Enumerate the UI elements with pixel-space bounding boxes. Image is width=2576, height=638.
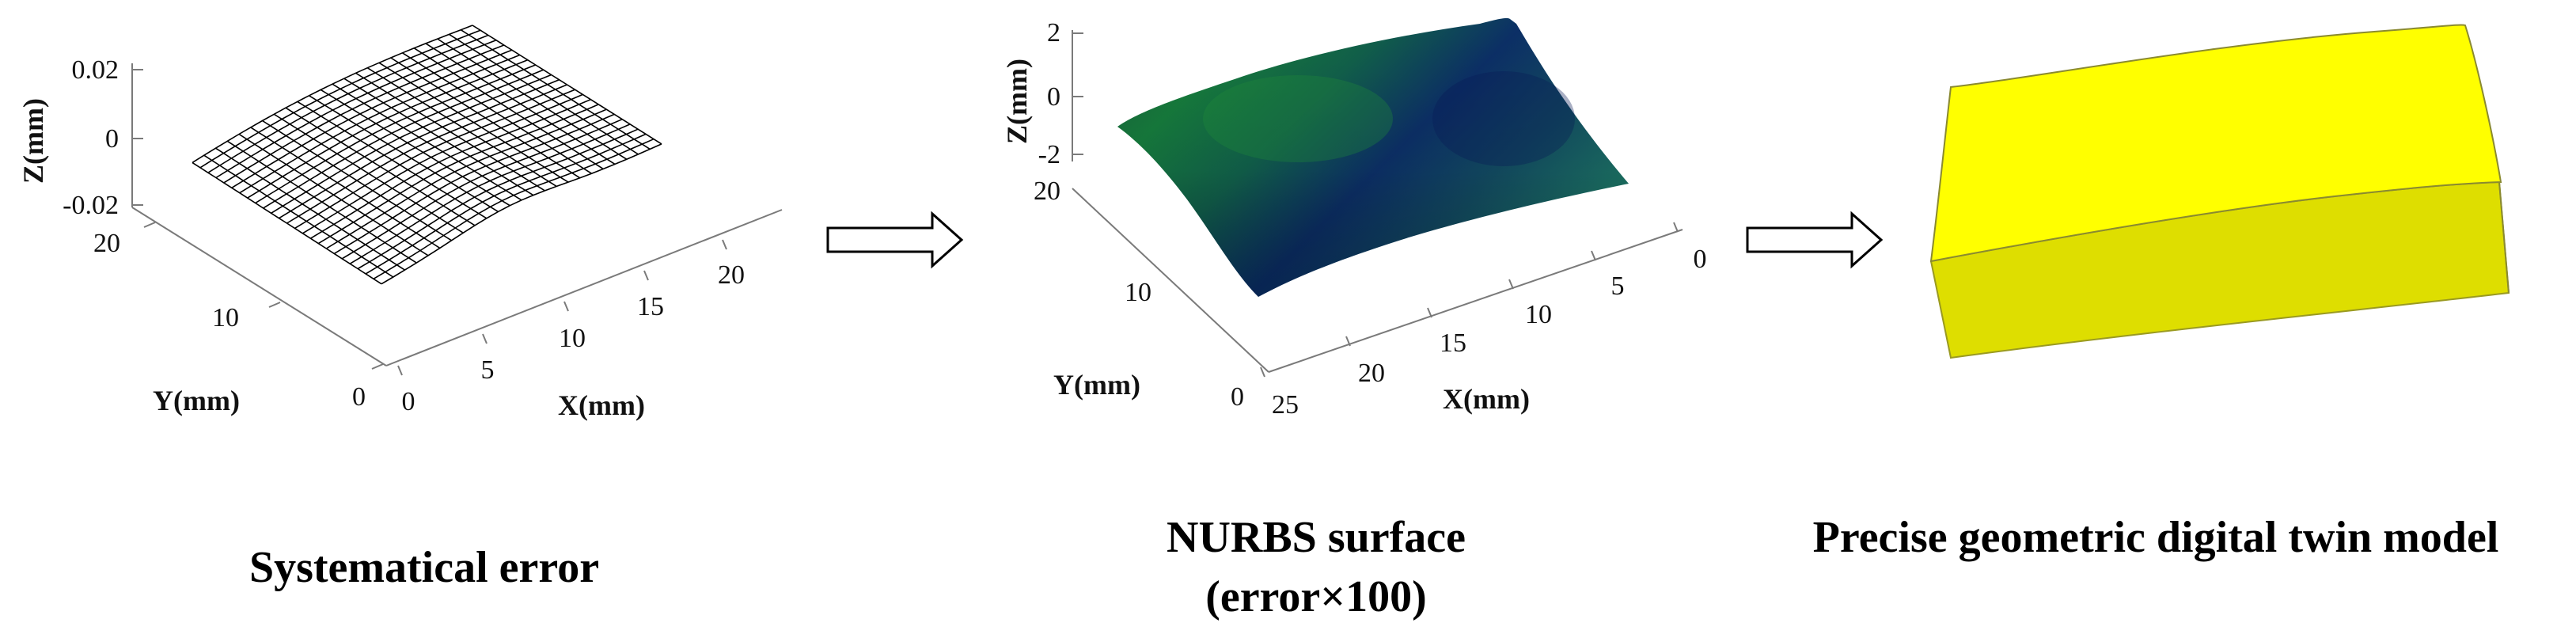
arrow-right-icon	[826, 211, 964, 269]
panel1-ytick-1: 10	[212, 303, 239, 332]
panel2-caption-line2: (error×100)	[1205, 572, 1427, 621]
panel-nurbs-surface: 2 0 -2 20 10 0 25 20 15 10 5 0 Z(mm) Y(m…	[1001, 17, 1707, 621]
panel2-x-axis-label: X(mm)	[1443, 383, 1530, 415]
panel1-y-axis-label: Y(mm)	[153, 385, 240, 416]
mesh-line-v	[192, 161, 382, 285]
digital-twin-solid	[1929, 24, 2510, 359]
mesh-line-v	[378, 62, 569, 183]
panel2-xtick-4: 5	[1611, 272, 1625, 301]
panel2-xtick-0: 25	[1272, 390, 1299, 420]
mesh-line-v	[449, 33, 639, 155]
panel1-ytick-0: 20	[93, 229, 120, 258]
panel1-z-axis-label: Z(mm)	[17, 98, 49, 184]
panel1-xtick-1: 5	[481, 355, 495, 385]
mesh-line-u	[215, 39, 497, 179]
panel2-z-axis-label: Z(mm)	[1001, 59, 1033, 144]
mesh-line-v	[437, 38, 628, 160]
panel-digital-twin-model: Precise geometric digital twin model	[1813, 24, 2510, 562]
panel2-ztick-2: -2	[1038, 140, 1060, 169]
panel1-ztick-2: -0.02	[63, 191, 119, 220]
panel1-caption: Systematical error	[249, 543, 599, 592]
panel2-y-axis-label: Y(mm)	[1053, 369, 1140, 401]
mesh-line-u	[349, 123, 631, 264]
panel2-ztick-1: 0	[1047, 82, 1060, 112]
mesh-line-v	[390, 57, 581, 179]
panel1-x-axis-label: X(mm)	[558, 389, 645, 421]
panel2-xtick-5: 0	[1694, 245, 1707, 274]
panel1-axes	[131, 63, 783, 376]
mesh-line-u	[357, 128, 639, 270]
systematical-error-mesh	[192, 25, 662, 285]
panel1-xtick-3: 15	[637, 292, 664, 321]
panel2-xtick-1: 20	[1358, 359, 1385, 388]
panel2-xtick-2: 15	[1440, 328, 1466, 358]
mesh-line-v	[460, 29, 651, 150]
mesh-line-u	[365, 133, 647, 275]
mesh-line-v	[472, 25, 662, 145]
mesh-line-v	[413, 47, 604, 170]
mesh-line-v	[402, 52, 592, 174]
panel2-ytick-1: 10	[1125, 278, 1151, 307]
panel1-xtick-2: 10	[559, 324, 586, 353]
panel-systematical-error: 0.02 0 -0.02 20 10 0 0 5 10 15 20 Z(mm) …	[17, 25, 783, 592]
mesh-line-u	[381, 143, 662, 285]
panel3-caption: Precise geometric digital twin model	[1813, 513, 2499, 562]
arrow-right-icon	[1746, 211, 1884, 269]
panel2-ytick-0: 20	[1034, 177, 1060, 206]
panel1-ytick-2: 0	[352, 382, 366, 412]
panel1-ztick-1: 0	[105, 124, 119, 154]
panel2-axes	[1072, 30, 1683, 378]
panel2-ytick-2: 0	[1231, 382, 1244, 412]
mesh-line-u	[373, 138, 654, 279]
panel2-ztick-0: 2	[1047, 18, 1060, 47]
panel1-xtick-0: 0	[402, 387, 415, 416]
mesh-line-u	[223, 44, 505, 184]
panel2-caption-line1: NURBS surface	[1167, 513, 1466, 562]
panel1-xtick-4: 20	[718, 260, 745, 290]
panel2-xtick-3: 10	[1525, 300, 1552, 329]
nurbs-surface-plot	[1117, 17, 1629, 298]
panel1-ztick-0: 0.02	[72, 55, 120, 85]
